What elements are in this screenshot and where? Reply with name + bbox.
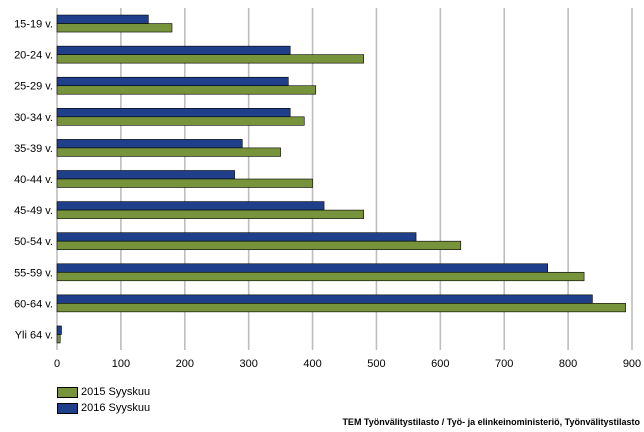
category-label-4: 35-39 v. bbox=[14, 143, 53, 155]
category-label-10: Yli 64 v. bbox=[15, 329, 53, 341]
category-label-3: 30-34 v. bbox=[14, 112, 53, 124]
bar-2015-0 bbox=[56, 23, 173, 33]
bar-2016-7 bbox=[56, 232, 417, 242]
legend-label-2016: 2016 Syyskuu bbox=[81, 402, 151, 414]
x-tick-label-200: 200 bbox=[176, 358, 194, 370]
source-note: TEM Työnvälitystilasto / Työ- ja elinkei… bbox=[342, 417, 640, 427]
bar-2015-9 bbox=[56, 303, 626, 313]
category-labels: 15-19 v. 20-24 v. 25-29 v. 30-34 v. 35-39 v.… bbox=[14, 19, 53, 342]
x-tick-label-0: 0 bbox=[54, 358, 60, 370]
legend-item-2015: 2015 Syyskuu bbox=[57, 384, 150, 400]
x-tick-label-700: 700 bbox=[495, 358, 513, 370]
category-label-9: 60-64 v. bbox=[14, 298, 53, 310]
x-tick-label-600: 600 bbox=[431, 358, 449, 370]
bar-2016-2 bbox=[56, 76, 289, 87]
x-tick-label-500: 500 bbox=[367, 358, 385, 370]
category-label-1: 20-24 v. bbox=[14, 50, 53, 62]
bar-2015-2 bbox=[56, 85, 317, 95]
category-label-7: 50-54 v. bbox=[14, 236, 53, 248]
bar-2015-3 bbox=[56, 116, 305, 126]
x-tick-labels: 0 100 200 300 400 500 600 700 800 900 bbox=[54, 358, 641, 370]
bar-2016-5 bbox=[56, 170, 235, 180]
category-label-0: 15-19 v. bbox=[14, 19, 53, 31]
legend: 2015 Syyskuu 2016 Syyskuu bbox=[57, 384, 150, 416]
bar-2015-5 bbox=[56, 178, 313, 188]
bar-2016-0 bbox=[56, 14, 149, 24]
x-tick-label-100: 100 bbox=[112, 358, 130, 370]
bar-2016-10 bbox=[56, 325, 62, 335]
bar-2016-9 bbox=[56, 294, 593, 304]
bar-2015-4 bbox=[56, 147, 281, 157]
category-label-5: 40-44 v. bbox=[14, 174, 53, 186]
legend-label-2015: 2015 Syyskuu bbox=[81, 386, 151, 398]
bar-2015-7 bbox=[56, 240, 462, 250]
bar-2015-10 bbox=[56, 334, 61, 344]
legend-swatch-2015 bbox=[57, 386, 78, 398]
x-tick-label-400: 400 bbox=[303, 358, 321, 370]
bar-2015-1 bbox=[56, 54, 364, 64]
x-tick-label-900: 900 bbox=[623, 358, 641, 370]
x-tick-label-800: 800 bbox=[559, 358, 577, 370]
bar-2016-8 bbox=[56, 263, 548, 273]
bars bbox=[56, 14, 626, 344]
bar-chart: 15-19 v. 20-24 v. 25-29 v. 30-34 v. 35-39 v.… bbox=[14, 8, 641, 370]
bar-2016-4 bbox=[56, 139, 243, 149]
bar-2016-6 bbox=[56, 201, 325, 211]
legend-item-2016: 2016 Syyskuu bbox=[57, 400, 150, 416]
bar-2015-6 bbox=[56, 209, 364, 219]
category-label-2: 25-29 v. bbox=[14, 81, 53, 93]
category-label-6: 45-49 v. bbox=[14, 205, 53, 217]
bar-2016-3 bbox=[56, 108, 291, 118]
bar-2016-1 bbox=[56, 45, 291, 55]
x-tick-label-300: 300 bbox=[239, 358, 257, 370]
category-label-8: 55-59 v. bbox=[14, 267, 53, 279]
bar-2015-8 bbox=[56, 271, 585, 282]
legend-swatch-2016 bbox=[57, 402, 78, 414]
